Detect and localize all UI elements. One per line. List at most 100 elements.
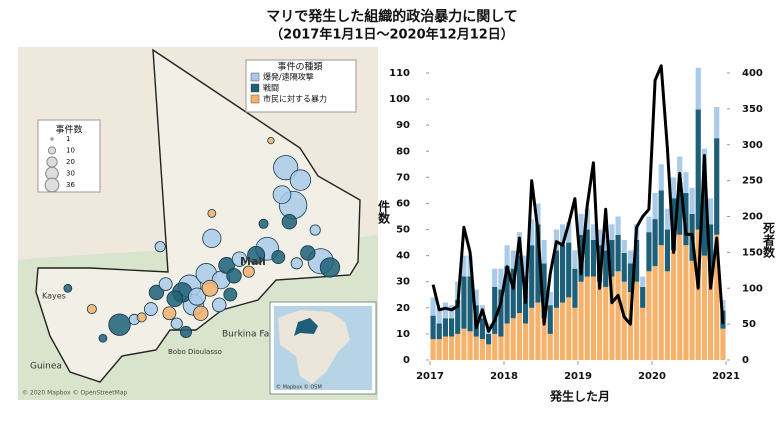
legend-swatch [250, 72, 260, 82]
bar-segment [436, 339, 442, 360]
bar-segment [578, 281, 584, 360]
event-point [300, 245, 316, 261]
event-point [166, 290, 184, 308]
event-point [63, 283, 73, 293]
bar-segment [695, 109, 701, 230]
bar-segment [658, 164, 664, 191]
inset-land [278, 310, 350, 384]
bar-segment [430, 297, 436, 316]
bar-segment [664, 271, 671, 360]
y2-tick-label: 250 [742, 176, 763, 187]
bar-segment [695, 229, 701, 360]
x-tick-label: 2018 [490, 371, 518, 382]
subtitle: （2017年1月1日～2020年12月12日） [270, 27, 514, 43]
event-point [247, 245, 266, 265]
bar-segment [596, 281, 603, 360]
bar-segment [522, 323, 529, 360]
y-tick-label: 70 [396, 172, 410, 183]
event-point [289, 169, 312, 191]
bar-segment [677, 234, 683, 360]
bar-segment [670, 177, 677, 199]
bar-segment [448, 318, 455, 337]
bar-segment [541, 263, 547, 319]
bar-segment [442, 302, 449, 319]
event-point [207, 209, 217, 218]
size-legend-label: 1 [66, 135, 70, 143]
bar-segment [504, 245, 510, 267]
bar-segment [559, 224, 566, 246]
x-tick-label: 2021 [712, 371, 740, 382]
y-tick-label: 10 [396, 329, 410, 340]
bar-segment [485, 333, 492, 345]
bar-segment [646, 271, 652, 360]
bar-segment [498, 336, 504, 360]
bar-segment [621, 281, 627, 360]
bar-segment [652, 193, 658, 220]
inset-map [269, 301, 377, 395]
bar-segment [547, 333, 553, 360]
bar-segment [714, 106, 720, 139]
y-tick-label: 80 [396, 146, 410, 157]
bar-segment [640, 307, 646, 360]
bar-segment [701, 179, 708, 256]
place-label: Kayes [42, 292, 66, 301]
event-point [319, 257, 341, 278]
bar-segment [689, 187, 695, 214]
event-point [136, 312, 147, 323]
bar-segment [516, 255, 523, 314]
bar-segment [529, 307, 535, 360]
event-point [272, 185, 292, 204]
size-legend-circle [50, 137, 54, 141]
bar-segment [633, 281, 640, 360]
bar-segment [430, 315, 436, 340]
event-point [108, 313, 131, 336]
bar-segment [621, 239, 627, 254]
bar-segment [485, 344, 492, 360]
bar-segment [479, 318, 486, 340]
bar-segment [455, 333, 461, 360]
event-point [154, 241, 166, 253]
bar-segment [683, 193, 689, 246]
event-point [290, 257, 303, 270]
size-legend-label: 30 [66, 170, 75, 178]
bar-segment [714, 138, 720, 235]
legend-label: 爆発/遠隔攻撃 [263, 72, 314, 82]
bar-segment [559, 302, 566, 360]
bar-segment [658, 245, 664, 360]
bar-segment [566, 242, 572, 298]
bar-segment [590, 239, 597, 277]
x-tick-label: 2017 [416, 371, 444, 382]
event-point [98, 333, 108, 343]
bar-segment [492, 286, 498, 334]
bar-segment [436, 307, 442, 324]
y2-tick-label: 0 [742, 355, 749, 366]
bar-segment [646, 232, 652, 272]
bar-segment [615, 271, 621, 360]
bar-segment [658, 190, 664, 246]
bar-segment [627, 292, 634, 360]
bar-segment [442, 318, 449, 337]
bar-segment [547, 305, 553, 334]
bar-segment [689, 260, 695, 360]
event-point [258, 218, 269, 229]
x-tick-label: 2020 [638, 371, 666, 382]
bar-segment [670, 250, 677, 360]
bar-segment [553, 307, 560, 360]
y-tick-label: 50 [396, 225, 410, 236]
y2-tick-label: 100 [742, 283, 763, 294]
bar-segment [436, 323, 442, 340]
attribution: © 2020 Mapbox © OpenStreetMap [22, 390, 128, 397]
bar-segment [553, 250, 560, 308]
bar-segment [615, 234, 621, 272]
fatalities-line [431, 64, 725, 333]
size-legend-circle [44, 177, 60, 193]
bar-segment [652, 266, 658, 360]
legend-label: 戦闘 [263, 83, 279, 93]
event-point [226, 268, 242, 284]
y-axis-title: 件数 [377, 199, 391, 225]
legend-label: 市民に対する暴力 [263, 94, 327, 104]
bar-segment [590, 224, 597, 240]
size-legend-label: 10 [66, 147, 75, 155]
event-point [193, 305, 209, 321]
